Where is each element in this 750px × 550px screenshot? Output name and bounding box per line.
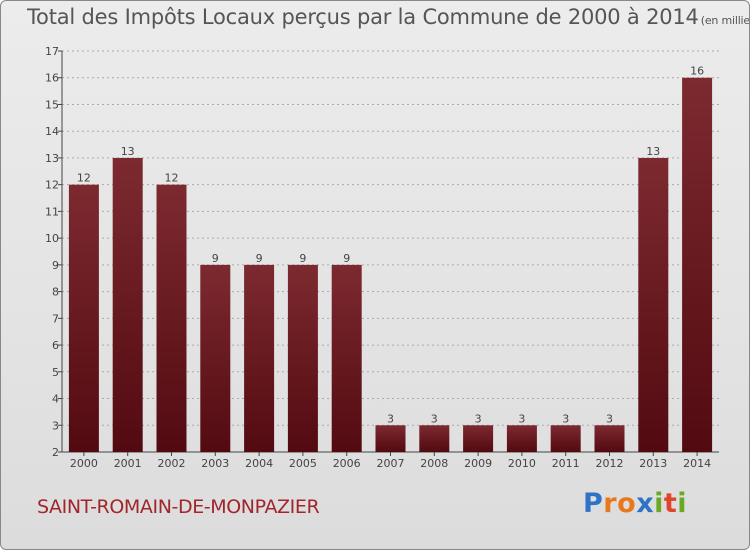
x-tick-label: 2012 bbox=[596, 457, 624, 470]
x-tick-label: 2001 bbox=[114, 457, 142, 470]
x-tick-label: 2000 bbox=[70, 457, 98, 470]
x-tick-label: 2014 bbox=[683, 457, 711, 470]
value-label: 3 bbox=[606, 412, 613, 425]
y-tick-label: 10 bbox=[45, 232, 59, 245]
chart-unit: (en milliers d'€) bbox=[700, 14, 750, 27]
value-label: 16 bbox=[690, 65, 704, 78]
value-label: 12 bbox=[165, 172, 179, 185]
y-tick-label: 3 bbox=[52, 419, 59, 432]
logo-letter: t bbox=[663, 488, 678, 519]
bar-2006 bbox=[331, 264, 362, 452]
bar-2011 bbox=[550, 425, 581, 452]
x-tick-label: 2011 bbox=[552, 457, 580, 470]
bar-2014 bbox=[682, 77, 713, 452]
bar-2012 bbox=[594, 425, 625, 452]
y-tick-label: 13 bbox=[45, 152, 59, 165]
y-tick-label: 6 bbox=[52, 339, 59, 352]
bar-2005 bbox=[287, 264, 318, 452]
value-label: 3 bbox=[518, 412, 525, 425]
y-tick-label: 12 bbox=[45, 179, 59, 192]
value-label: 9 bbox=[212, 252, 219, 265]
logo-letter: P bbox=[583, 488, 604, 519]
value-label: 3 bbox=[387, 412, 394, 425]
bar-2004 bbox=[244, 264, 275, 452]
logo-letter: i bbox=[677, 488, 688, 519]
y-tick-label: 15 bbox=[45, 98, 59, 111]
value-label: 9 bbox=[299, 252, 306, 265]
y-tick-label: 14 bbox=[45, 125, 59, 138]
y-tick-label: 16 bbox=[45, 72, 59, 85]
bar-2002 bbox=[156, 184, 187, 452]
bar-2009 bbox=[463, 425, 494, 452]
x-tick-label: 2005 bbox=[289, 457, 317, 470]
x-tick-label: 2004 bbox=[245, 457, 273, 470]
x-tick-label: 2007 bbox=[377, 457, 405, 470]
x-tick-label: 2006 bbox=[333, 457, 361, 470]
bar-2001 bbox=[112, 157, 143, 452]
proxiti-logo: Proxiti bbox=[583, 488, 687, 519]
value-label: 13 bbox=[121, 145, 135, 158]
labels: 2 3 4 5 6 7 8 9 10 11 12 13 14 15 16 17 12 2000 13 2001 12 20… bbox=[45, 45, 711, 470]
bar-2013 bbox=[638, 157, 669, 452]
y-tick-label: 2 bbox=[52, 446, 59, 459]
logo-letter: i bbox=[654, 488, 664, 519]
x-tick-label: 2013 bbox=[639, 457, 667, 470]
bar-2010 bbox=[506, 425, 537, 452]
bar-2003 bbox=[200, 264, 231, 452]
x-tick-label: 2002 bbox=[158, 457, 186, 470]
chart-title-text: Total des Impôts Locaux perçus par la Co… bbox=[27, 5, 699, 29]
x-tick-label: 2008 bbox=[420, 457, 448, 470]
value-label: 3 bbox=[562, 412, 569, 425]
value-label: 9 bbox=[256, 252, 263, 265]
x-tick-label: 2010 bbox=[508, 457, 536, 470]
logo-letter: x bbox=[636, 488, 655, 519]
logo-letter: r bbox=[603, 488, 618, 519]
y-tick-label: 8 bbox=[52, 286, 59, 299]
y-tick-label: 4 bbox=[52, 393, 59, 406]
bar-2000 bbox=[68, 184, 99, 452]
y-tick-label: 11 bbox=[45, 205, 59, 218]
y-tick-label: 7 bbox=[52, 312, 59, 325]
chart-title: Total des Impôts Locaux perçus par la Co… bbox=[27, 5, 750, 29]
value-label: 12 bbox=[77, 172, 91, 185]
bars bbox=[68, 77, 713, 452]
x-tick-label: 2003 bbox=[201, 457, 229, 470]
value-label: 3 bbox=[431, 412, 438, 425]
y-tick-label: 9 bbox=[52, 259, 59, 272]
value-label: 13 bbox=[646, 145, 660, 158]
x-tick-label: 2009 bbox=[464, 457, 492, 470]
logo-letter: o bbox=[617, 488, 637, 519]
commune-name: SAINT-ROMAIN-DE-MONPAZIER bbox=[37, 496, 320, 518]
y-tick-label: 5 bbox=[52, 366, 59, 379]
y-tick-label: 17 bbox=[45, 45, 59, 58]
value-label: 9 bbox=[343, 252, 350, 265]
bar-2008 bbox=[419, 425, 450, 452]
bar-2007 bbox=[375, 425, 406, 452]
value-label: 3 bbox=[475, 412, 482, 425]
